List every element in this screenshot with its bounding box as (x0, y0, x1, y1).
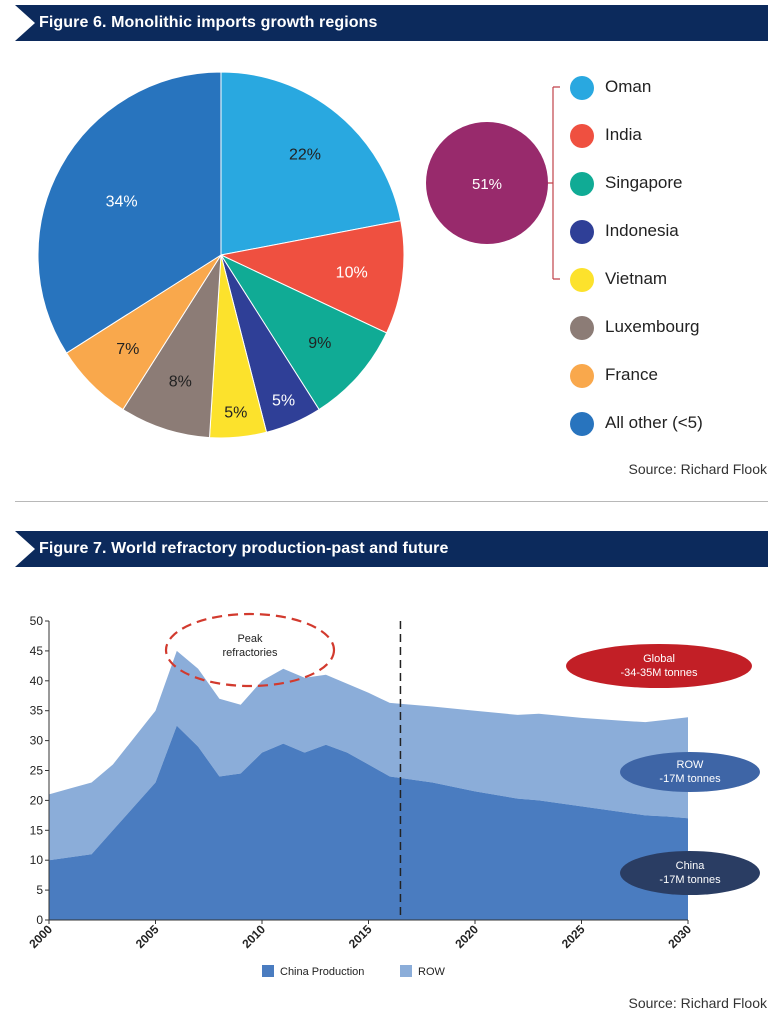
legend-label-france: France (605, 365, 658, 384)
pie-slice-oman (220, 71, 402, 256)
legend-label-indonesia: Indonesia (605, 221, 679, 240)
legend-item-indonesia: Indonesia (570, 218, 760, 246)
figure-6-source: Source: Richard Flook (628, 461, 767, 477)
legend-item-vietnam: Vietnam (570, 266, 760, 294)
pie-slice-singapore (219, 253, 388, 411)
row-label-line2: -17M tonnes (659, 773, 721, 785)
y-tick-label: 35 (30, 704, 44, 718)
pie-label-indonesia: 5% (272, 392, 295, 409)
x-tick-label: 2025 (559, 922, 588, 951)
pie-chart: 22% 10% 9% 5% 5% 8% 7% 34% 51% (37, 71, 560, 439)
legend-item-singapore: Singapore (570, 170, 760, 198)
legend-swatch-india (570, 124, 594, 148)
grouped-share-bubble: 51% (426, 122, 548, 244)
row-annotation: ROW -17M tonnes (620, 752, 760, 792)
grouped-share-label: 51% (472, 176, 502, 193)
pie-label-all-other-5: 34% (106, 193, 138, 210)
section-divider (15, 501, 768, 502)
legend-label-vietnam: Vietnam (605, 269, 668, 288)
x-tick-label: 2000 (26, 922, 55, 951)
y-tick-label: 10 (30, 853, 44, 867)
x-tick-label: 2020 (452, 922, 481, 951)
figure-7-banner: Figure 7. World refractory production-pa… (15, 531, 768, 567)
legend-swatch-row (400, 965, 412, 977)
china-ellipse (620, 851, 760, 895)
legend-label-luxembourg: Luxembourg (605, 317, 700, 336)
figure-6-title: Figure 6. Monolithic imports growth regi… (39, 14, 378, 31)
global-annotation: Global -34-35M tonnes (566, 644, 752, 688)
legend-swatch-france (570, 364, 594, 388)
legend-swatch-indonesia (570, 220, 594, 244)
figure-6-banner: Figure 6. Monolithic imports growth regi… (15, 5, 768, 41)
area-legend: China Production ROW (262, 965, 446, 978)
pie-slice-all-other-5 (37, 71, 222, 354)
row-ellipse (620, 752, 760, 792)
legend-item-all-other-5: All other (<5) (570, 410, 760, 438)
pie-label-luxembourg: 8% (169, 373, 192, 390)
legend-label-singapore: Singapore (605, 173, 683, 192)
legend-label-row: ROW (418, 966, 446, 978)
figure-7-source: Source: Richard Flook (628, 995, 767, 1011)
peak-label-line1: Peak (237, 633, 263, 645)
y-tick-label: 25 (30, 764, 44, 778)
peak-annotation: Peak refractories (164, 612, 336, 688)
legend-swatch-singapore (570, 172, 594, 196)
y-tick-label: 5 (36, 883, 43, 897)
pie-label-india: 10% (336, 265, 368, 282)
legend-label-india: India (605, 125, 642, 144)
legend-item-oman: Oman (570, 74, 760, 102)
legend-swatch-oman (570, 76, 594, 100)
legend-label-oman: Oman (605, 77, 652, 96)
row-label-line1: ROW (677, 759, 705, 771)
banner-arrow-icon (15, 5, 35, 41)
legend-label-all-other-5: All other (<5) (605, 413, 703, 432)
legend-swatch-vietnam (570, 268, 594, 292)
china-label-line2: -17M tonnes (659, 874, 721, 886)
pie-label-france: 7% (116, 341, 139, 358)
legend-item-india: India (570, 122, 760, 150)
y-tick-label: 50 (30, 614, 44, 628)
banner-arrow-icon (15, 531, 35, 567)
legend-swatch-all-other-5 (570, 412, 594, 436)
global-ellipse (566, 644, 752, 688)
legend-item-france: France (570, 362, 760, 390)
x-tick-label: 2015 (346, 922, 375, 951)
legend-swatch-china (262, 965, 274, 977)
legend-item-luxembourg: Luxembourg (570, 314, 760, 342)
china-label-line1: China (676, 860, 706, 872)
peak-label-line2: refractories (222, 647, 278, 659)
x-tick-label: 2010 (239, 922, 268, 951)
pie-label-singapore: 9% (308, 335, 331, 352)
area-series-row (49, 650, 688, 861)
global-label-line2: -34-35M tonnes (620, 667, 698, 679)
y-tick-label: 30 (30, 734, 44, 748)
figure-7-title: Figure 7. World refractory production-pa… (39, 540, 449, 557)
area-series-china-production (49, 725, 688, 920)
legend-label-china: China Production (280, 966, 364, 978)
legend-swatch-luxembourg (570, 316, 594, 340)
y-tick-label: 0 (36, 913, 43, 927)
pie-label-vietnam: 5% (224, 405, 247, 422)
x-tick-label: 2030 (665, 922, 694, 951)
grouped-share-circle (426, 122, 548, 244)
grouped-share-bracket (548, 86, 560, 280)
peak-ellipse (164, 612, 336, 688)
y-tick-label: 40 (30, 674, 44, 688)
global-label-line1: Global (643, 653, 675, 665)
y-tick-label: 45 (30, 644, 44, 658)
pie-slice-luxembourg (122, 254, 222, 439)
y-tick-label: 15 (30, 823, 44, 837)
pie-slice-india (219, 220, 405, 334)
china-annotation: China -17M tonnes (620, 851, 760, 895)
x-tick-label: 2005 (133, 922, 162, 951)
y-tick-label: 20 (30, 793, 44, 807)
pie-label-oman: 22% (289, 147, 321, 164)
